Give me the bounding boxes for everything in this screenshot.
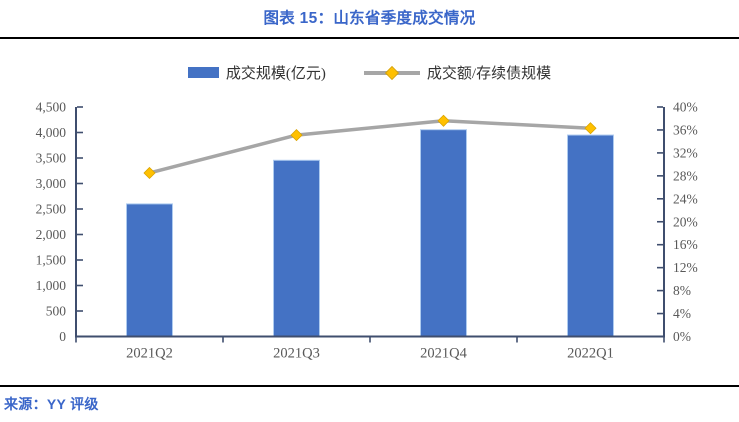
legend-label-line: 成交额/存续债规模 [426, 66, 552, 82]
marker-2021Q2[interactable] [143, 166, 156, 180]
left-axis-label: 0 [59, 329, 66, 344]
legend-label-bar: 成交规模(亿元) [225, 66, 326, 82]
left-axis-label: 2,500 [36, 202, 67, 217]
left-axis-label: 3,000 [36, 176, 67, 191]
left-axis-label: 1,500 [36, 253, 67, 268]
category-label: 2021Q2 [126, 346, 173, 362]
legend-diamond-marker [384, 65, 399, 80]
marker-2022Q1[interactable] [584, 122, 597, 135]
left-axis-label: 2,000 [36, 227, 67, 242]
bar-2022Q1[interactable] [567, 134, 614, 337]
category-label: 2021Q4 [420, 346, 467, 362]
title-divider [0, 37, 739, 39]
right-axis-label: 20% [673, 214, 698, 229]
marker-2021Q4[interactable] [437, 114, 450, 127]
line-diamond-swatch-icon [363, 65, 420, 80]
footer-divider [0, 385, 739, 387]
right-axis-label: 0% [673, 329, 691, 344]
right-axis-label: 4% [673, 306, 691, 321]
chart-legend: 成交规模(亿元) 成交额/存续债规模 [0, 62, 739, 83]
right-axis-label: 32% [673, 145, 698, 160]
left-axis-label: 1,000 [36, 278, 67, 293]
right-axis-label: 28% [673, 168, 698, 183]
category-label: 2021Q3 [273, 346, 320, 362]
right-axis-label: 36% [673, 122, 698, 137]
right-axis-label: 8% [673, 283, 691, 298]
right-axis-label: 24% [673, 191, 698, 206]
left-axis-label: 500 [46, 304, 67, 319]
trend-line [149, 119, 591, 175]
source-note: 来源：YY 评级 [4, 396, 99, 412]
left-axis-label: 4,500 [36, 100, 67, 115]
bar-2021Q2[interactable] [126, 203, 173, 338]
right-axis-label: 12% [673, 260, 698, 275]
marker-2021Q3[interactable] [290, 129, 303, 142]
bar-2021Q4[interactable] [420, 129, 467, 337]
bar-2021Q3[interactable] [273, 159, 320, 337]
left-axis-label: 3,500 [36, 151, 67, 166]
chart-canvas: 4,500 4,000 3,500 3,000 2,500 2,000 1,500 1,000… [36, 100, 698, 362]
bar-swatch-icon [187, 67, 219, 78]
right-axis-label: 40% [673, 100, 698, 115]
figure-title: 图表 15：山东省季度成交情况 [263, 10, 476, 27]
category-label: 2022Q1 [567, 346, 614, 362]
legend-item-bar[interactable]: 成交规模(亿元) [187, 62, 326, 83]
left-axis-label: 4,000 [36, 125, 67, 140]
legend-item-line[interactable]: 成交额/存续债规模 [363, 62, 552, 83]
right-axis-label: 16% [673, 237, 698, 252]
